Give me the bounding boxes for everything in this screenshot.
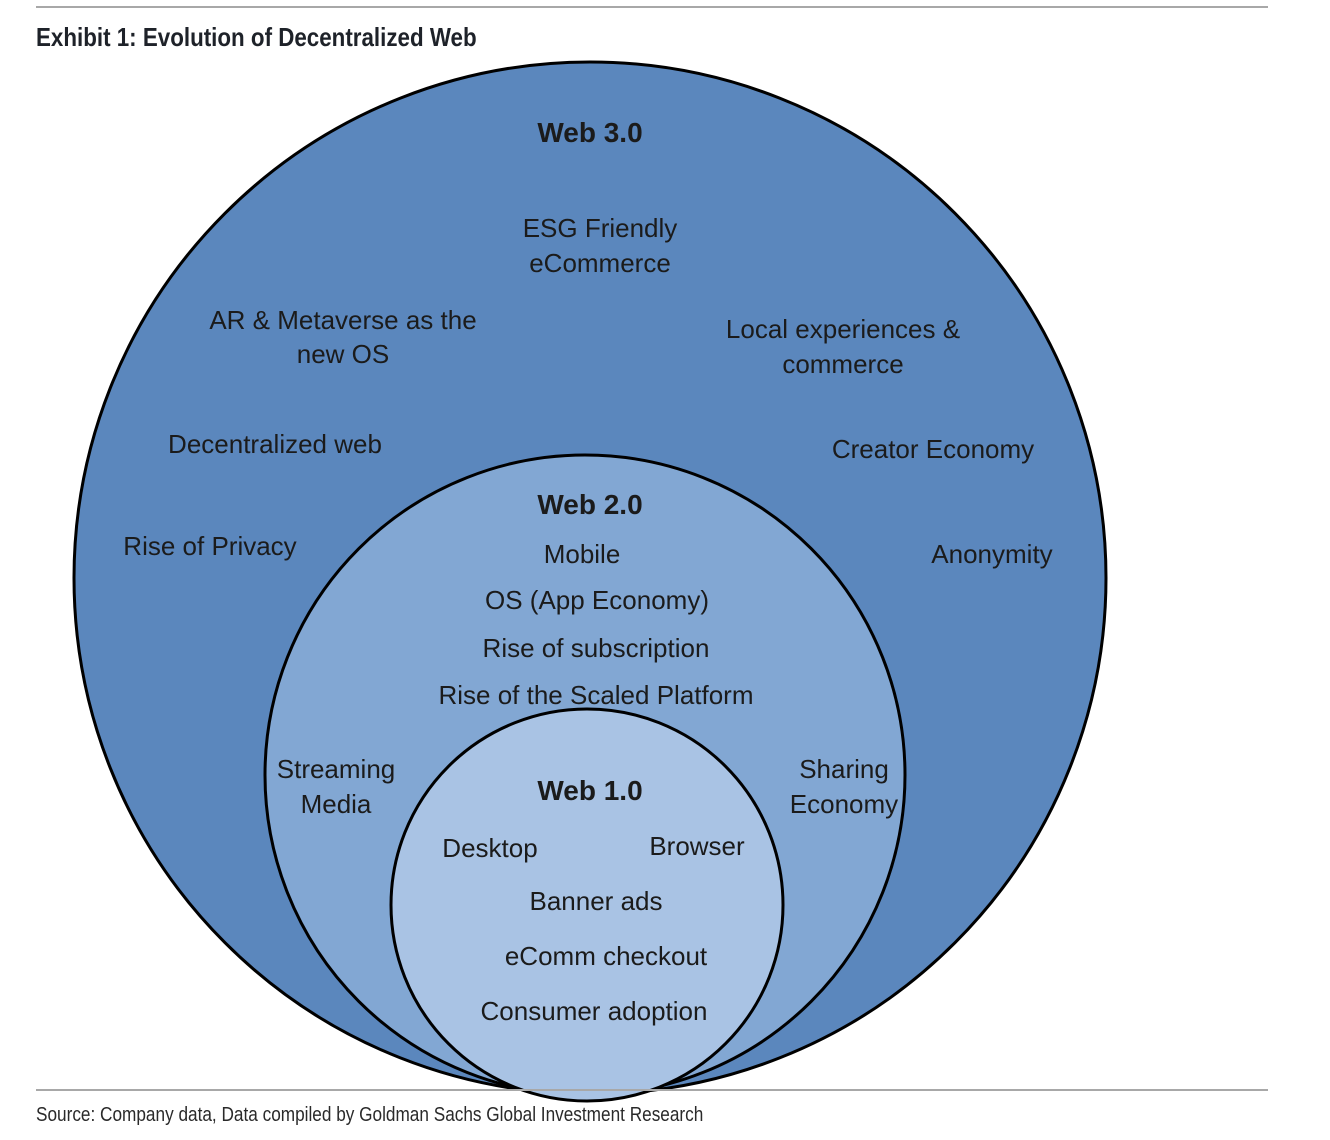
web2-platform: Rise of the Scaled Platform xyxy=(438,680,753,710)
bottom-rule xyxy=(36,1089,1268,1091)
web3-privacy: Rise of Privacy xyxy=(123,531,296,561)
web2-mobile: Mobile xyxy=(544,539,621,569)
source-note: Source: Company data, Data compiled by G… xyxy=(36,1104,704,1126)
top-rule xyxy=(36,6,1268,8)
web1-circle xyxy=(389,707,785,1103)
web3-esg-line2: eCommerce xyxy=(529,248,671,278)
web1-desktop: Desktop xyxy=(442,833,537,863)
web1-checkout: eComm checkout xyxy=(505,941,708,971)
web3-local-line1: Local experiences & xyxy=(726,314,960,344)
web2-os: OS (App Economy) xyxy=(485,585,709,615)
web3-anonymity: Anonymity xyxy=(931,539,1052,569)
web2-streaming-line1: Streaming xyxy=(277,754,396,784)
web3-ar-line2: new OS xyxy=(297,339,390,369)
web3-esg-line1: ESG Friendly xyxy=(523,213,678,243)
web1-adoption: Consumer adoption xyxy=(481,996,708,1026)
web3-creator: Creator Economy xyxy=(832,434,1034,464)
web2-heading: Web 2.0 xyxy=(537,489,642,520)
web2-sharing-line1: Sharing xyxy=(799,754,889,784)
web2-streaming-line2: Media xyxy=(301,789,372,819)
web3-decentralized: Decentralized web xyxy=(168,429,382,459)
exhibit-title: Exhibit 1: Evolution of Decentralized We… xyxy=(36,22,477,52)
web2-sharing-line2: Economy xyxy=(790,789,898,819)
web3-heading: Web 3.0 xyxy=(537,117,642,148)
web2-subscription: Rise of subscription xyxy=(483,633,710,663)
web3-local-line2: commerce xyxy=(782,349,903,379)
web1-banner: Banner ads xyxy=(530,886,663,916)
web1-browser: Browser xyxy=(649,831,745,861)
web1-heading: Web 1.0 xyxy=(537,775,642,806)
web3-ar-line1: AR & Metaverse as the xyxy=(209,305,476,335)
